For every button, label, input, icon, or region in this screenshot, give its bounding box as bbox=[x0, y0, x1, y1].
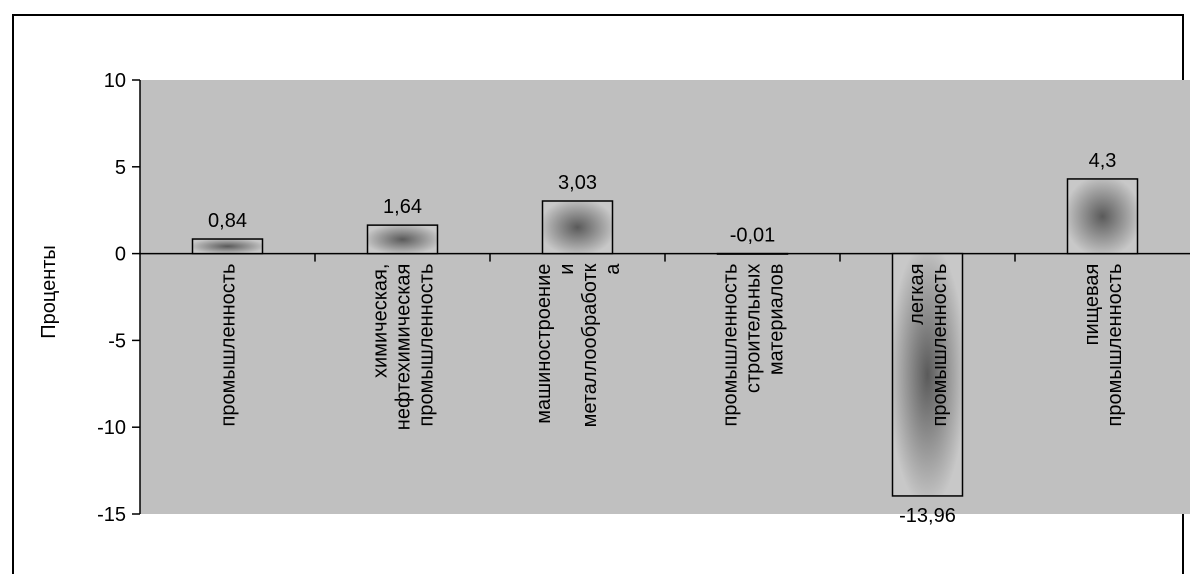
category-label-line: а bbox=[602, 263, 624, 275]
category-label-line: промышленность bbox=[1104, 264, 1126, 427]
data-label: 3,03 bbox=[558, 172, 597, 194]
bar bbox=[541, 200, 614, 255]
category-labels: промышленность химическая,нефтехимическая… bbox=[218, 263, 1127, 430]
bar bbox=[891, 252, 964, 497]
y-tick-label: -10 bbox=[97, 417, 126, 439]
category-label-line: строительных bbox=[743, 264, 765, 393]
data-label: 0,84 bbox=[208, 210, 247, 232]
category-label-line: нефтехимическая bbox=[393, 264, 415, 431]
y-tick-label: -15 bbox=[97, 504, 126, 526]
data-label: -0,01 bbox=[730, 225, 776, 247]
category-label: легкаяпромышленность bbox=[906, 264, 951, 427]
category-label: пищеваяпромышленность bbox=[1081, 264, 1126, 427]
category-label-line: материалов bbox=[766, 264, 788, 376]
data-labels: 0,84 1,64 3,03 -0,01 -13,96 4,3 bbox=[208, 150, 1116, 527]
category-label-line: пищевая bbox=[1081, 264, 1103, 346]
category-label: химическая,нефтехимическаяпромышленность bbox=[370, 264, 438, 431]
y-tick-label: 5 bbox=[115, 157, 126, 179]
bars bbox=[191, 178, 1139, 497]
category-label-line: промышленность bbox=[416, 264, 438, 427]
y-axis-label: Проценты bbox=[38, 245, 60, 339]
data-label: -13,96 bbox=[899, 505, 956, 527]
bar bbox=[191, 238, 264, 255]
bar bbox=[1066, 178, 1139, 255]
category-label: машиностроениеиметаллообработка bbox=[533, 263, 624, 428]
category-label-line: промышленность bbox=[720, 264, 742, 427]
category-label-line: легкая bbox=[906, 264, 928, 325]
bar bbox=[366, 224, 439, 255]
category-label-line: химическая, bbox=[370, 264, 392, 378]
plot-area bbox=[140, 80, 1190, 514]
y-tick-label: 0 bbox=[115, 244, 126, 266]
y-tick-label: -5 bbox=[108, 330, 126, 352]
category-label-line: промышленность bbox=[929, 264, 951, 427]
category-label-line: металлообработк bbox=[579, 263, 601, 427]
category-label: промышленностьстроительныхматериалов bbox=[720, 264, 788, 427]
category-label-line: и bbox=[556, 264, 578, 275]
data-label: 4,3 bbox=[1089, 150, 1117, 172]
category-label-line: промышленность bbox=[218, 264, 240, 427]
axes: 10 5 0 -5 -10 -15 bbox=[97, 70, 1190, 526]
category-label-line: машиностроение bbox=[533, 264, 555, 424]
category-label: промышленность bbox=[218, 264, 240, 427]
y-tick-label: 10 bbox=[104, 70, 126, 92]
bar bbox=[716, 252, 789, 255]
data-label: 1,64 bbox=[383, 196, 422, 218]
